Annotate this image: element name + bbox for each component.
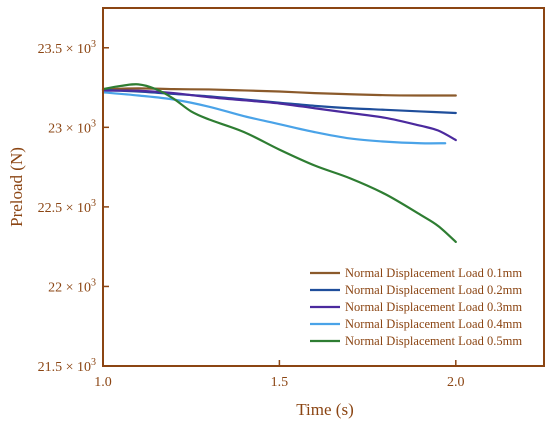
series-line-5 [101, 83, 457, 243]
series-line-4 [101, 91, 447, 145]
x-tick-label: 1.5 [271, 375, 289, 390]
y-tick-label: 23 × 103 [48, 118, 96, 136]
y-axis-title: Preload (N) [7, 147, 26, 227]
legend-label-4: Normal Displacement Load 0.4mm [345, 317, 522, 331]
series-line-1 [101, 87, 457, 97]
series-line-3 [101, 89, 457, 142]
series-line-2 [101, 88, 457, 115]
x-tick-label: 2.0 [447, 375, 465, 390]
plot-frame [102, 7, 545, 367]
y-tick-label: 21.5 × 103 [38, 357, 96, 375]
legend: Normal Displacement Load 0.1mm Normal Dis… [310, 266, 522, 348]
y-tick-label: 23.5 × 103 [38, 39, 96, 57]
legend-label-2: Normal Displacement Load 0.2mm [345, 283, 522, 297]
x-axis-title: Time (s) [296, 400, 353, 419]
y-tick-label: 22.5 × 103 [38, 198, 96, 216]
axes: 1.0 1.5 2.0 21.5 × 103 22 × 103 22.5 × 103 23 … [38, 7, 545, 390]
y-tick-label: 22 × 103 [48, 277, 96, 295]
legend-label-1: Normal Displacement Load 0.1mm [345, 266, 522, 280]
legend-label-3: Normal Displacement Load 0.3mm [345, 300, 522, 314]
x-tick-label: 1.0 [94, 375, 112, 390]
series-lines [101, 83, 457, 243]
legend-label-5: Normal Displacement Load 0.5mm [345, 334, 522, 348]
